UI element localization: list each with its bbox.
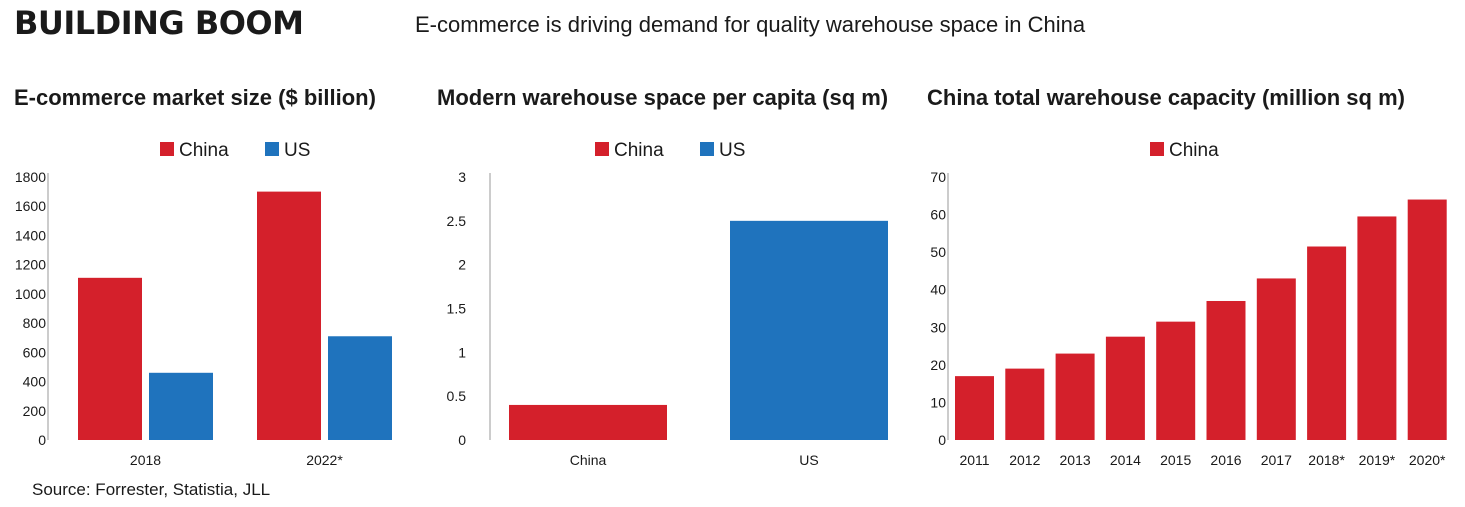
bar-china-2014	[1105, 336, 1145, 440]
chart-title-warehouse-per-capita: Modern warehouse space per capita (sq m)	[437, 85, 889, 110]
legend-swatch-china	[160, 142, 174, 156]
y-tick-label: 1600	[15, 198, 46, 214]
x-tick-label: 2013	[1060, 452, 1091, 468]
chart-title-ecommerce-market: E-commerce market size ($ billion)	[14, 85, 376, 110]
x-tick-label: 2020*	[1409, 452, 1446, 468]
y-tick-label: 10	[930, 394, 946, 410]
legend-label-us: US	[719, 140, 745, 161]
y-tick-label: 200	[23, 403, 47, 419]
bar-china-2015	[1156, 321, 1196, 440]
x-tick-label: 2019*	[1359, 452, 1396, 468]
bar-china-2012	[1005, 368, 1045, 440]
bar-china-2019*	[1357, 216, 1397, 440]
y-tick-label: 2.5	[447, 213, 467, 229]
y-tick-label: 400	[23, 374, 47, 390]
y-tick-label: 2	[458, 257, 466, 273]
y-tick-label: 600	[23, 344, 47, 360]
x-tick-label: 2017	[1261, 452, 1292, 468]
x-tick-label: 2012	[1009, 452, 1040, 468]
x-tick-label: 2015	[1160, 452, 1191, 468]
x-tick-label: 2011	[959, 452, 989, 468]
y-tick-label: 0.5	[447, 388, 467, 404]
y-tick-label: 20	[930, 357, 946, 373]
y-tick-label: 30	[930, 319, 946, 335]
bar-china-2013	[1055, 353, 1095, 440]
legend-swatch-china	[595, 142, 609, 156]
bar-china-2018*	[1307, 246, 1347, 440]
bar-china-2017	[1256, 278, 1296, 440]
y-tick-label: 60	[930, 207, 946, 223]
headline: BUILDING BOOM	[14, 4, 304, 42]
x-tick-label: 2022*	[306, 452, 343, 468]
subheadline: E-commerce is driving demand for quality…	[415, 12, 1086, 37]
bar-china-2018	[78, 277, 142, 440]
legend-swatch-us	[265, 142, 279, 156]
chart-title-warehouse-capacity: China total warehouse capacity (million …	[927, 85, 1405, 110]
bar-china-2020*	[1407, 199, 1447, 440]
x-tick-label: 2014	[1110, 452, 1141, 468]
x-tick-label: US	[799, 452, 818, 468]
x-tick-label: 2016	[1210, 452, 1241, 468]
y-tick-label: 1000	[15, 286, 46, 302]
bar-china-2016	[1206, 300, 1246, 440]
bar-china-2022*	[257, 191, 321, 440]
x-tick-label: China	[570, 452, 607, 468]
bar-us-US	[730, 220, 888, 440]
legend-swatch-us	[700, 142, 714, 156]
legend-label-china: China	[1169, 140, 1219, 161]
bar-china-China	[509, 404, 667, 440]
y-tick-label: 1400	[15, 227, 46, 243]
y-tick-label: 0	[938, 432, 946, 448]
y-tick-label: 70	[930, 169, 946, 185]
legend-label-us: US	[284, 140, 310, 161]
legend-swatch-china	[1150, 142, 1164, 156]
y-tick-label: 1200	[15, 257, 46, 273]
y-tick-label: 1.5	[447, 301, 467, 317]
bar-china-2011	[955, 376, 994, 440]
bar-us-2022*	[328, 336, 392, 440]
y-tick-label: 1	[458, 344, 466, 360]
y-tick-label: 3	[458, 169, 466, 185]
y-tick-label: 40	[930, 282, 946, 298]
bar-us-2018	[149, 372, 213, 440]
source-note: Source: Forrester, Statistia, JLL	[32, 480, 271, 499]
legend-label-china: China	[179, 140, 229, 161]
x-tick-label: 2018*	[1308, 452, 1345, 468]
y-tick-label: 1800	[15, 169, 46, 185]
y-tick-label: 0	[38, 432, 46, 448]
y-tick-label: 800	[23, 315, 47, 331]
y-tick-label: 50	[930, 244, 946, 260]
legend-label-china: China	[614, 140, 664, 161]
y-tick-label: 0	[458, 432, 466, 448]
x-tick-label: 2018	[130, 452, 161, 468]
